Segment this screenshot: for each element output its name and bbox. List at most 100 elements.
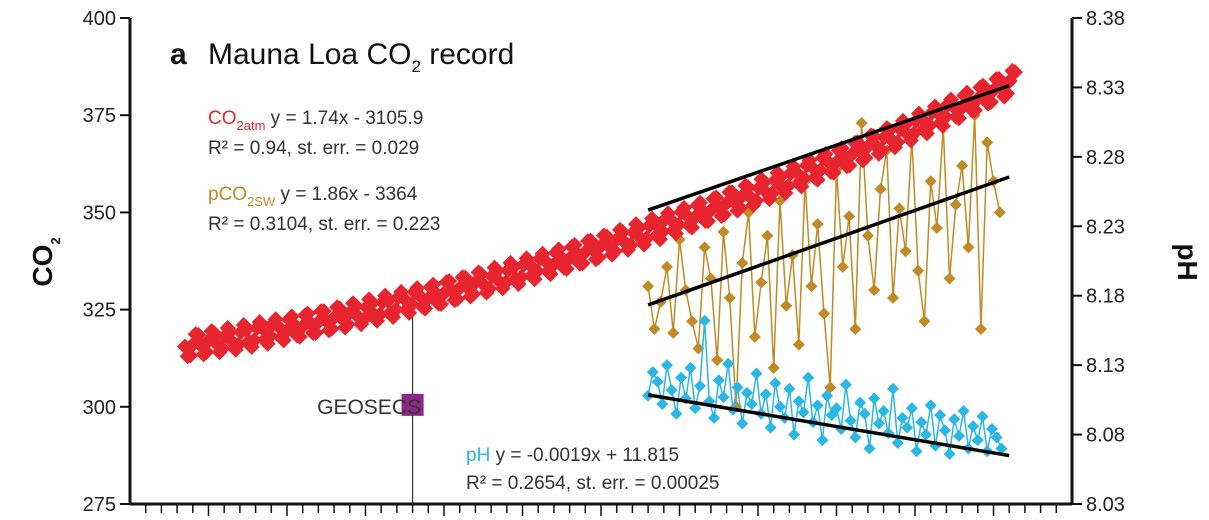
- ph-point: [844, 414, 857, 427]
- pco2sw-point: [861, 229, 874, 242]
- co2atm-point: [403, 296, 420, 313]
- ph-point: [938, 424, 951, 437]
- pco2sw-point: [836, 260, 849, 273]
- co2atm-point: [889, 134, 906, 151]
- co2atm-trend-line: [647, 83, 1010, 212]
- pco2sw-point: [874, 183, 887, 196]
- left-y-tick-label: 375: [83, 105, 116, 127]
- ph-point: [736, 417, 749, 430]
- ph-point: [670, 407, 683, 420]
- co2atm-point: [614, 224, 631, 241]
- chart-title: Mauna Loa CO2 record: [208, 38, 514, 76]
- ph-point: [717, 391, 730, 404]
- co2atm-point: [630, 219, 647, 236]
- right-y-axis: 8.03 8.08 8.13 8.18 8.23 8.28 8.33 8.38: [1072, 8, 1125, 516]
- ph-point: [919, 428, 932, 441]
- pco2sw-trend-line: [647, 175, 1010, 307]
- co2atm-point: [732, 199, 749, 216]
- ph-point: [665, 384, 678, 397]
- geosecs-label: GEOSECS: [317, 396, 421, 419]
- ph-point: [712, 374, 725, 387]
- pco2sw-stats: R² = 0.3104, st. err. = 0.223: [208, 214, 440, 235]
- pco2sw-point: [974, 323, 987, 336]
- co2atm-point: [222, 323, 239, 340]
- right-y-tick-label: 8.08: [1086, 425, 1125, 447]
- ph-point: [684, 361, 697, 374]
- co2atm-point: [764, 185, 781, 202]
- pco2sw-point: [792, 338, 805, 351]
- ph-point: [773, 400, 786, 413]
- co2atm-point: [182, 347, 199, 364]
- ph-point: [698, 314, 711, 327]
- right-y-axis-title: pH: [1172, 243, 1203, 280]
- co2atm-point: [513, 269, 530, 286]
- pco2sw-point: [711, 354, 724, 367]
- ph-line: [647, 320, 1003, 455]
- co2atm-point: [700, 213, 717, 230]
- co2atm-point: [347, 297, 364, 314]
- co2atm-point: [622, 236, 639, 253]
- pco2sw-point: [667, 326, 680, 339]
- pco2sw-point: [736, 256, 749, 269]
- ph-point: [858, 407, 871, 420]
- ph-point: [816, 434, 829, 447]
- co2atm-point: [966, 102, 983, 119]
- ph-point: [797, 406, 810, 419]
- pco2sw-point: [698, 241, 711, 254]
- ph-point: [971, 434, 984, 447]
- right-y-tick-label: 8.28: [1086, 147, 1125, 169]
- ph-point: [750, 367, 763, 380]
- ph-point: [967, 420, 980, 433]
- co2atm-point: [473, 266, 490, 283]
- co2atm-point: [307, 324, 324, 341]
- co2atm-point: [921, 117, 938, 134]
- ph-point: [741, 386, 754, 399]
- ph-point: [764, 421, 777, 434]
- co2atm-point: [534, 245, 551, 262]
- pco2sw-point: [686, 315, 699, 328]
- ph-point: [872, 417, 885, 430]
- co2atm-point: [246, 332, 263, 349]
- pco2sw-point: [723, 291, 736, 304]
- co2atm-point: [481, 280, 498, 297]
- left-y-axis: 275 300 325 350 375 400: [83, 8, 130, 516]
- co2atm-point: [812, 162, 829, 179]
- geosecs-marker: [401, 393, 424, 416]
- pco2sw-point: [893, 202, 906, 215]
- pco2sw-point: [868, 284, 881, 297]
- ph-point: [821, 389, 834, 402]
- ph-point: [830, 402, 843, 415]
- pco2sw-point: [981, 136, 994, 149]
- ph-point: [646, 366, 659, 379]
- ph-point: [849, 431, 862, 444]
- ph-point: [877, 404, 890, 417]
- ph-point: [656, 398, 669, 411]
- data-marks: [176, 62, 1024, 504]
- pco2sw-equation: pCO2SW y = 1.86x - 3364: [208, 184, 418, 209]
- co2atm-point: [937, 108, 954, 125]
- pco2sw-point: [780, 299, 793, 312]
- right-y-tick-label: 8.38: [1086, 8, 1125, 30]
- ph-point: [952, 429, 965, 442]
- pco2sw-point: [817, 307, 830, 320]
- pco2sw-point: [717, 225, 730, 238]
- left-y-tick-label: 275: [83, 494, 116, 516]
- ph-point: [905, 402, 918, 415]
- pco2sw-point: [924, 175, 937, 188]
- left-y-tick-label: 300: [83, 397, 116, 419]
- ph-equation: pH y = -0.0019x + 11.815: [466, 445, 679, 466]
- co2atm-point: [756, 174, 773, 191]
- pco2sw-point: [956, 159, 969, 172]
- pco2sw-point: [855, 116, 868, 129]
- ph-point: [675, 371, 688, 384]
- pco2sw-point: [767, 361, 780, 374]
- ph-stats: R² = 0.2654, st. err. = 0.00025: [466, 473, 720, 494]
- ph-point: [990, 431, 1003, 444]
- pco2sw-point: [887, 291, 900, 304]
- ph-point: [924, 399, 937, 412]
- pco2sw-point: [642, 280, 655, 293]
- pco2sw-point: [949, 198, 962, 211]
- ph-point: [722, 357, 735, 370]
- pco2sw-point: [805, 280, 818, 293]
